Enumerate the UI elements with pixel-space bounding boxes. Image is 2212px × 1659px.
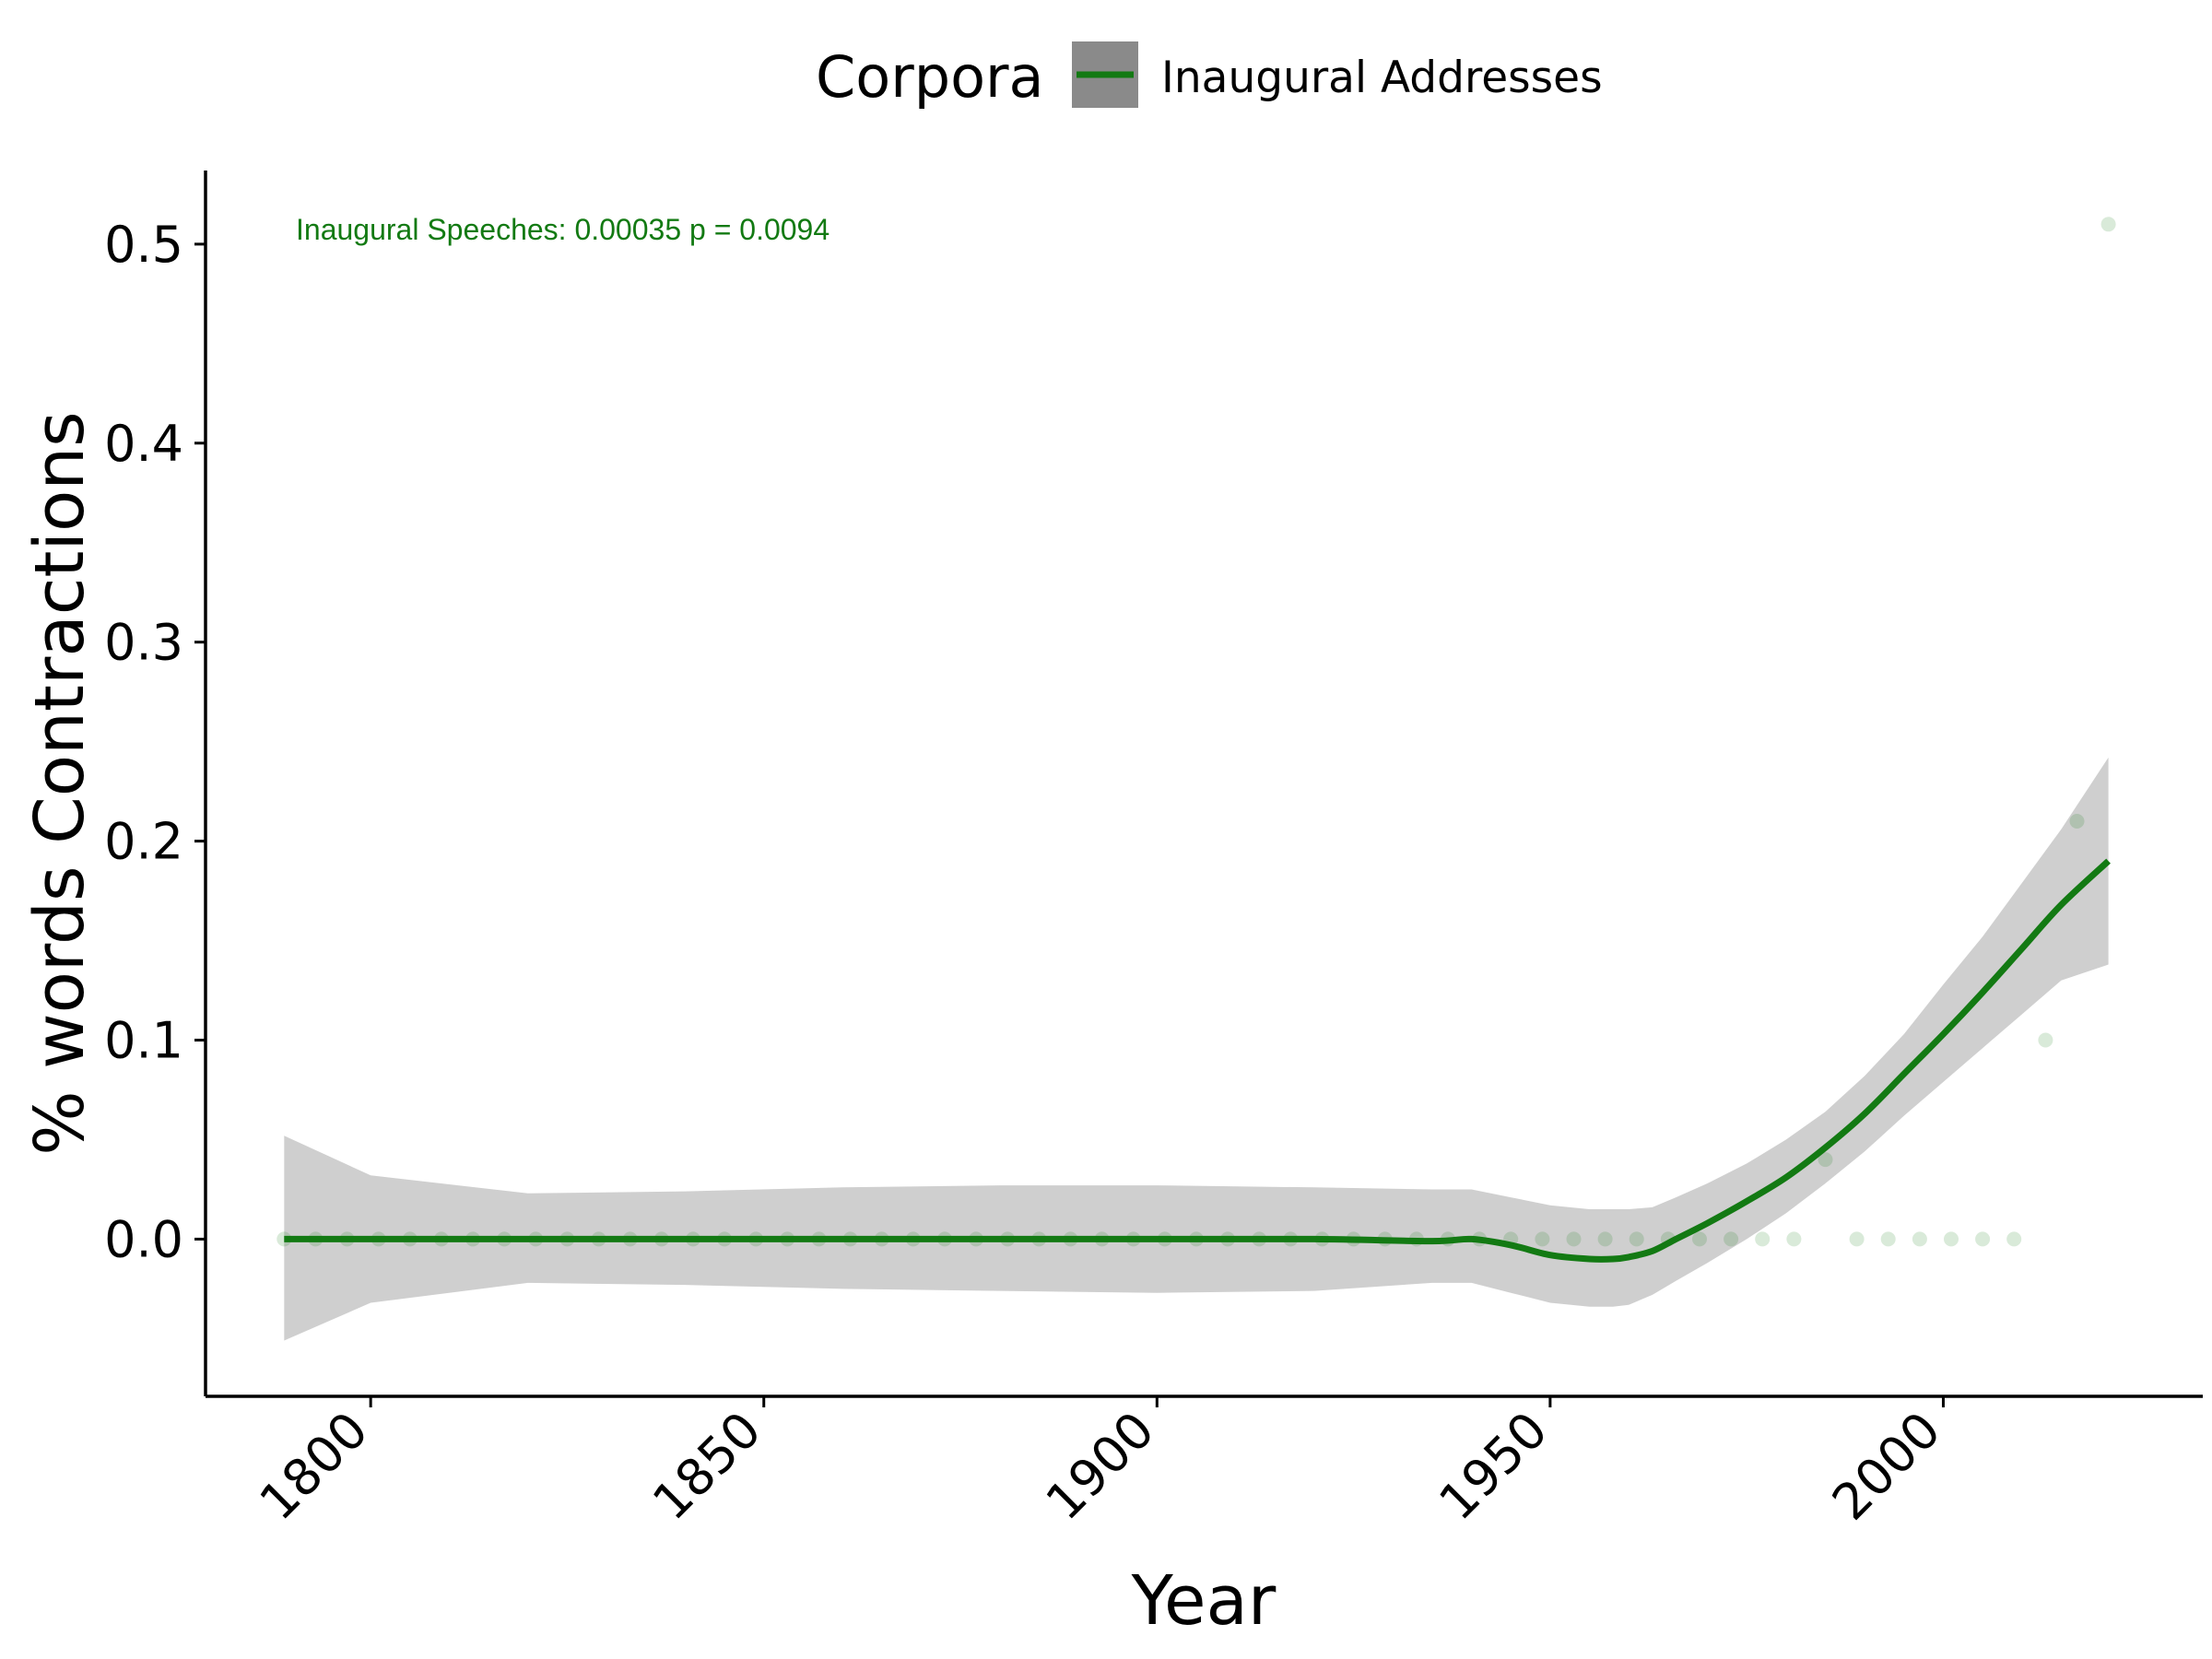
y-tick-label: 0.1 — [104, 1012, 183, 1070]
y-tick-label: 0.2 — [104, 813, 183, 871]
x-tick-label: 1900 — [1035, 1401, 1166, 1532]
data-points-layer — [276, 217, 2116, 1247]
data-point — [2006, 1231, 2022, 1247]
data-point — [1975, 1231, 1991, 1247]
data-point — [2100, 217, 2116, 232]
x-axis-ticks: 1800 1850 1900 1950 2000 — [249, 1396, 1952, 1531]
data-point — [2069, 814, 2085, 829]
smooth-line-layer — [284, 858, 2111, 1263]
legend-title: Corpora — [816, 43, 1044, 111]
x-tick-label: 2000 — [1821, 1401, 1952, 1532]
x-tick-label: 1950 — [1428, 1401, 1559, 1532]
x-tick-label: 1850 — [641, 1401, 772, 1532]
data-point — [2038, 1032, 2053, 1048]
data-point — [1724, 1231, 1739, 1247]
data-point — [1912, 1231, 1927, 1247]
correlation-annotation: Inaugural Speeches: 0.00035 p = 0.0094 — [296, 213, 830, 246]
data-point — [1849, 1231, 1865, 1247]
y-axis-title: % words Contractions — [20, 411, 100, 1155]
y-tick-label: 0.5 — [104, 216, 183, 274]
data-point — [1818, 1152, 1833, 1168]
y-tick-label: 0.3 — [104, 614, 183, 672]
data-point — [1786, 1231, 1802, 1247]
data-point — [1597, 1231, 1613, 1247]
confidence-band-layer — [284, 757, 2109, 1341]
y-tick-label: 0.4 — [104, 415, 183, 473]
smooth-line — [284, 858, 2111, 1263]
data-point — [1944, 1231, 1959, 1247]
y-axis-ticks: 0.0 0.1 0.2 0.3 0.4 0.5 — [104, 216, 206, 1268]
data-point — [1535, 1231, 1550, 1247]
x-tick-label: 1800 — [249, 1401, 380, 1532]
x-axis-title: Year — [1131, 1561, 1277, 1641]
legend-entry-label: Inaugural Addresses — [1161, 53, 1603, 103]
data-point — [1566, 1231, 1582, 1247]
data-point — [1880, 1231, 1896, 1247]
data-point — [1755, 1231, 1771, 1247]
legend: Corpora Inaugural Addresses — [816, 41, 1603, 111]
data-point — [1629, 1231, 1644, 1247]
confidence-band — [284, 757, 2109, 1341]
data-point — [1692, 1231, 1707, 1247]
y-tick-label: 0.0 — [104, 1210, 183, 1268]
